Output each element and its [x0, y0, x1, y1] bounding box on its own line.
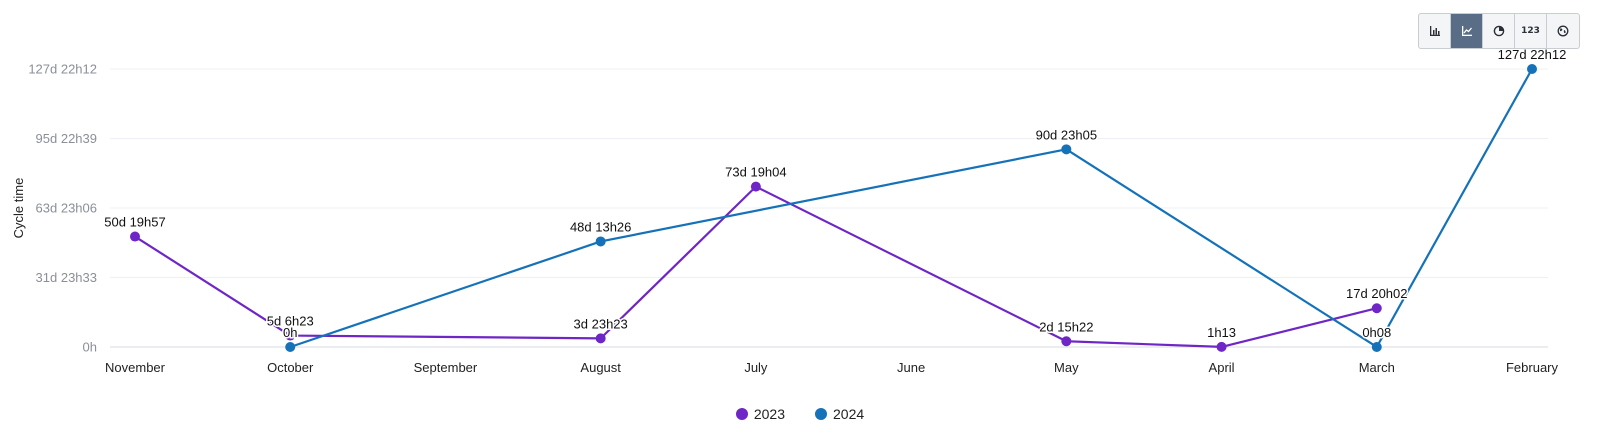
data-label: 2d 15h22	[1039, 319, 1093, 334]
y-tick-label: 0h	[83, 340, 97, 355]
x-tick-label: March	[1359, 360, 1395, 375]
legend-label: 2023	[753, 406, 785, 422]
legend-marker	[735, 408, 748, 420]
y-axis-title: Cycle time	[11, 178, 26, 239]
chart-type-toolbar: 123	[1418, 13, 1580, 49]
data-point	[1527, 64, 1537, 74]
data-point	[1216, 341, 1227, 352]
y-tick-label: 31d 23h33	[36, 270, 97, 285]
number-button[interactable]: 123	[1515, 14, 1547, 48]
data-point	[1371, 341, 1382, 352]
data-point	[285, 342, 296, 352]
data-label: 127d 22h12	[1498, 47, 1567, 62]
data-label: 90d 23h05	[1036, 127, 1097, 142]
line-chart-button[interactable]	[1451, 14, 1483, 48]
x-tick-label: July	[744, 360, 768, 375]
pie-chart-icon	[1493, 25, 1504, 37]
legend-label: 2024	[833, 406, 865, 422]
chart-legend: 2023 2024	[0, 406, 1600, 422]
x-tick-label: September	[414, 360, 478, 375]
data-label: 48d 13h26	[570, 219, 631, 234]
data-label: 3d 23h23	[574, 316, 628, 331]
pie-chart-button[interactable]	[1483, 14, 1515, 48]
y-tick-label: 95d 22h39	[36, 131, 97, 146]
legend-item-2023[interactable]: 2023	[735, 406, 785, 422]
data-point	[750, 181, 761, 192]
x-tick-label: November	[105, 360, 166, 375]
legend-item-2024[interactable]: 2024	[815, 406, 864, 422]
legend-marker	[815, 408, 827, 420]
data-label: 17d 20h02	[1346, 286, 1407, 301]
data-point	[1371, 303, 1382, 314]
data-label: 1h13	[1207, 325, 1236, 340]
data-point	[595, 236, 606, 247]
data-point	[285, 330, 296, 341]
data-label: 73d 19h04	[725, 165, 786, 180]
x-tick-label: October	[267, 360, 314, 375]
data-label: 0h	[283, 325, 297, 340]
data-label: 50d 19h57	[104, 215, 165, 230]
number-icon: 123	[1521, 26, 1540, 36]
x-tick-label: May	[1054, 360, 1079, 375]
bar-chart-button[interactable]	[1419, 14, 1451, 48]
data-label: 5d 6h23	[267, 314, 314, 329]
y-tick-label: 63d 23h06	[36, 201, 97, 216]
x-tick-label: August	[580, 360, 621, 375]
data-point	[130, 231, 140, 242]
x-tick-label: April	[1209, 360, 1235, 375]
globe-icon	[1557, 25, 1569, 37]
data-label: 0h08	[1362, 325, 1391, 340]
data-point	[1061, 144, 1072, 155]
bar-chart-icon	[1429, 26, 1440, 36]
x-tick-label: February	[1506, 360, 1559, 375]
data-point	[595, 333, 606, 344]
globe-button[interactable]	[1547, 14, 1579, 48]
line-chart-icon	[1461, 26, 1472, 36]
data-point	[1061, 336, 1072, 347]
y-tick-label: 127d 22h12	[28, 62, 97, 77]
x-tick-label: June	[897, 360, 925, 375]
